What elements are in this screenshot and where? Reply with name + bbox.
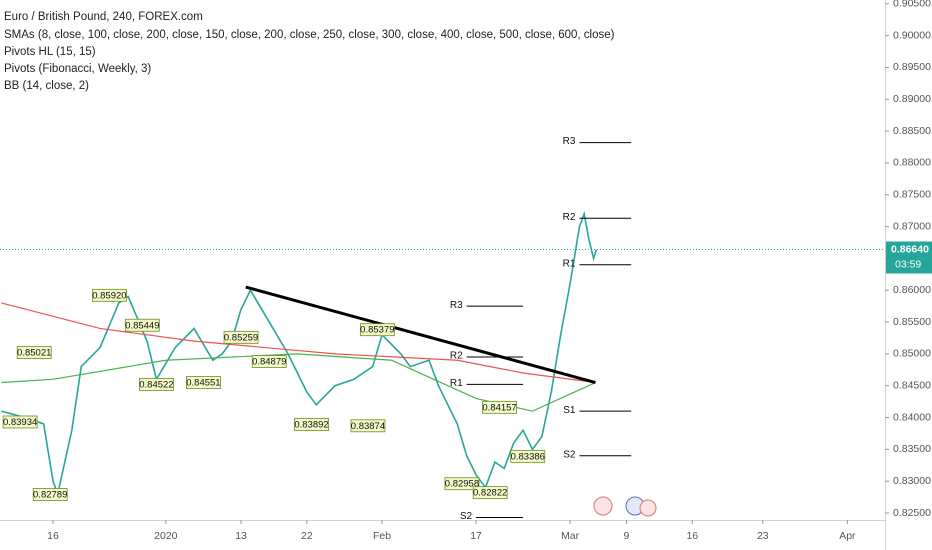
y-tick-label: 0.87500 <box>893 189 931 201</box>
event-icon[interactable] <box>593 496 613 516</box>
price-label-box <box>294 418 329 431</box>
price-label: 0.85021 <box>17 348 51 359</box>
price-label: 0.82822 <box>473 488 507 499</box>
last-price-tag <box>886 241 932 274</box>
price-label-box <box>472 486 508 500</box>
price-label: 0.83874 <box>351 421 385 432</box>
price-label-box <box>510 449 546 463</box>
price-label: 0.84522 <box>139 379 173 390</box>
x-tick-label: 16 <box>47 530 59 542</box>
y-tick-label: 0.87000 <box>893 220 931 232</box>
price-label-box <box>16 346 52 360</box>
price-label: 0.83892 <box>294 420 328 431</box>
y-tick-label: 0.85500 <box>893 316 931 328</box>
pivot-label: R1 <box>563 258 576 269</box>
x-tick-label: 13 <box>235 530 247 542</box>
x-tick-label: 17 <box>470 530 482 542</box>
pivot-label: S2 <box>460 511 473 522</box>
legend-entry: Pivots HL (15, 15) <box>4 46 96 58</box>
pivot-label: R2 <box>563 212 576 223</box>
price-label-box <box>92 288 127 302</box>
price-label-box <box>350 419 386 433</box>
price-label-box <box>32 488 68 501</box>
x-tick-label: 23 <box>757 530 769 542</box>
price-label-box <box>186 376 221 389</box>
price-label-box <box>223 330 259 344</box>
price-label: 0.83386 <box>511 451 545 462</box>
series-line <box>1 302 596 384</box>
price-label: 0.85379 <box>360 325 394 336</box>
price-label: 0.83934 <box>3 417 37 428</box>
y-tick-label: 0.89000 <box>893 93 931 105</box>
x-tick-label: Feb <box>373 530 391 542</box>
price-label: 0.84879 <box>252 357 286 368</box>
price-label-box <box>251 355 287 368</box>
x-tick-label: 9 <box>624 530 630 542</box>
y-tick-label: 0.86000 <box>893 284 931 296</box>
x-tick-label: 2020 <box>154 530 178 542</box>
price-label-box <box>444 477 480 491</box>
y-tick-label: 0.83500 <box>893 443 931 455</box>
legend-entry: BB (14, close, 2) <box>4 80 89 92</box>
trend-line <box>245 285 596 384</box>
series-line <box>1 210 598 497</box>
legend-entry: Pivots (Fibonacci, Weekly, 3) <box>4 63 151 75</box>
price-label: 0.85259 <box>224 332 258 343</box>
price-label: 0.82958 <box>445 479 479 490</box>
pivot-label: R2 <box>450 351 463 362</box>
y-tick-label: 0.84500 <box>893 379 931 391</box>
chart-title: Euro / British Pound, 240, FOREX.com <box>4 11 203 23</box>
x-tick-label: 16 <box>686 530 698 542</box>
y-tick-label: 0.84000 <box>893 411 931 423</box>
price-label-box <box>2 415 38 429</box>
y-tick-label: 0.85000 <box>893 348 931 360</box>
price-label-box <box>482 400 517 414</box>
last-price-label: 0.86640 <box>891 243 929 255</box>
plot-area: R3 R2 R1 R3 R2 R1 S1 S2 S2 0.85920 0.85449 0.85259 0… <box>0 3 889 524</box>
price-label: 0.84157 <box>482 402 516 413</box>
pivot-label: R3 <box>563 136 576 147</box>
x-tick-label: 22 <box>301 530 313 542</box>
price-label: 0.85449 <box>125 320 159 331</box>
pivot-label: S1 <box>563 405 576 416</box>
price-label-box <box>139 378 174 391</box>
pivot-label: R3 <box>450 300 463 311</box>
legend-entry: SMAs (8, close, 100, close, 200, close, … <box>4 29 615 41</box>
series-line <box>1 353 596 412</box>
price-label-box <box>359 323 395 337</box>
price-label: 0.84551 <box>186 378 220 389</box>
y-tick-label: 0.82500 <box>893 507 931 519</box>
price-label-box <box>124 318 160 332</box>
pivot-label: S2 <box>563 449 576 460</box>
y-tick-label: 0.89500 <box>893 61 931 73</box>
price-label: 0.85920 <box>92 290 126 301</box>
y-tick-label: 0.90500 <box>893 0 931 10</box>
x-tick-label: Apr <box>839 530 856 542</box>
y-tick-label: 0.88500 <box>893 125 931 137</box>
pivot-label: R1 <box>450 378 463 389</box>
y-tick-label: 0.90000 <box>893 29 931 41</box>
event-icon[interactable] <box>639 499 657 517</box>
x-tick-label: Mar <box>561 530 580 542</box>
price-label: 0.82789 <box>33 490 67 501</box>
y-tick-label: 0.88000 <box>893 157 931 169</box>
countdown-label: 03:59 <box>895 258 921 270</box>
y-tick-label: 0.83000 <box>893 475 931 487</box>
